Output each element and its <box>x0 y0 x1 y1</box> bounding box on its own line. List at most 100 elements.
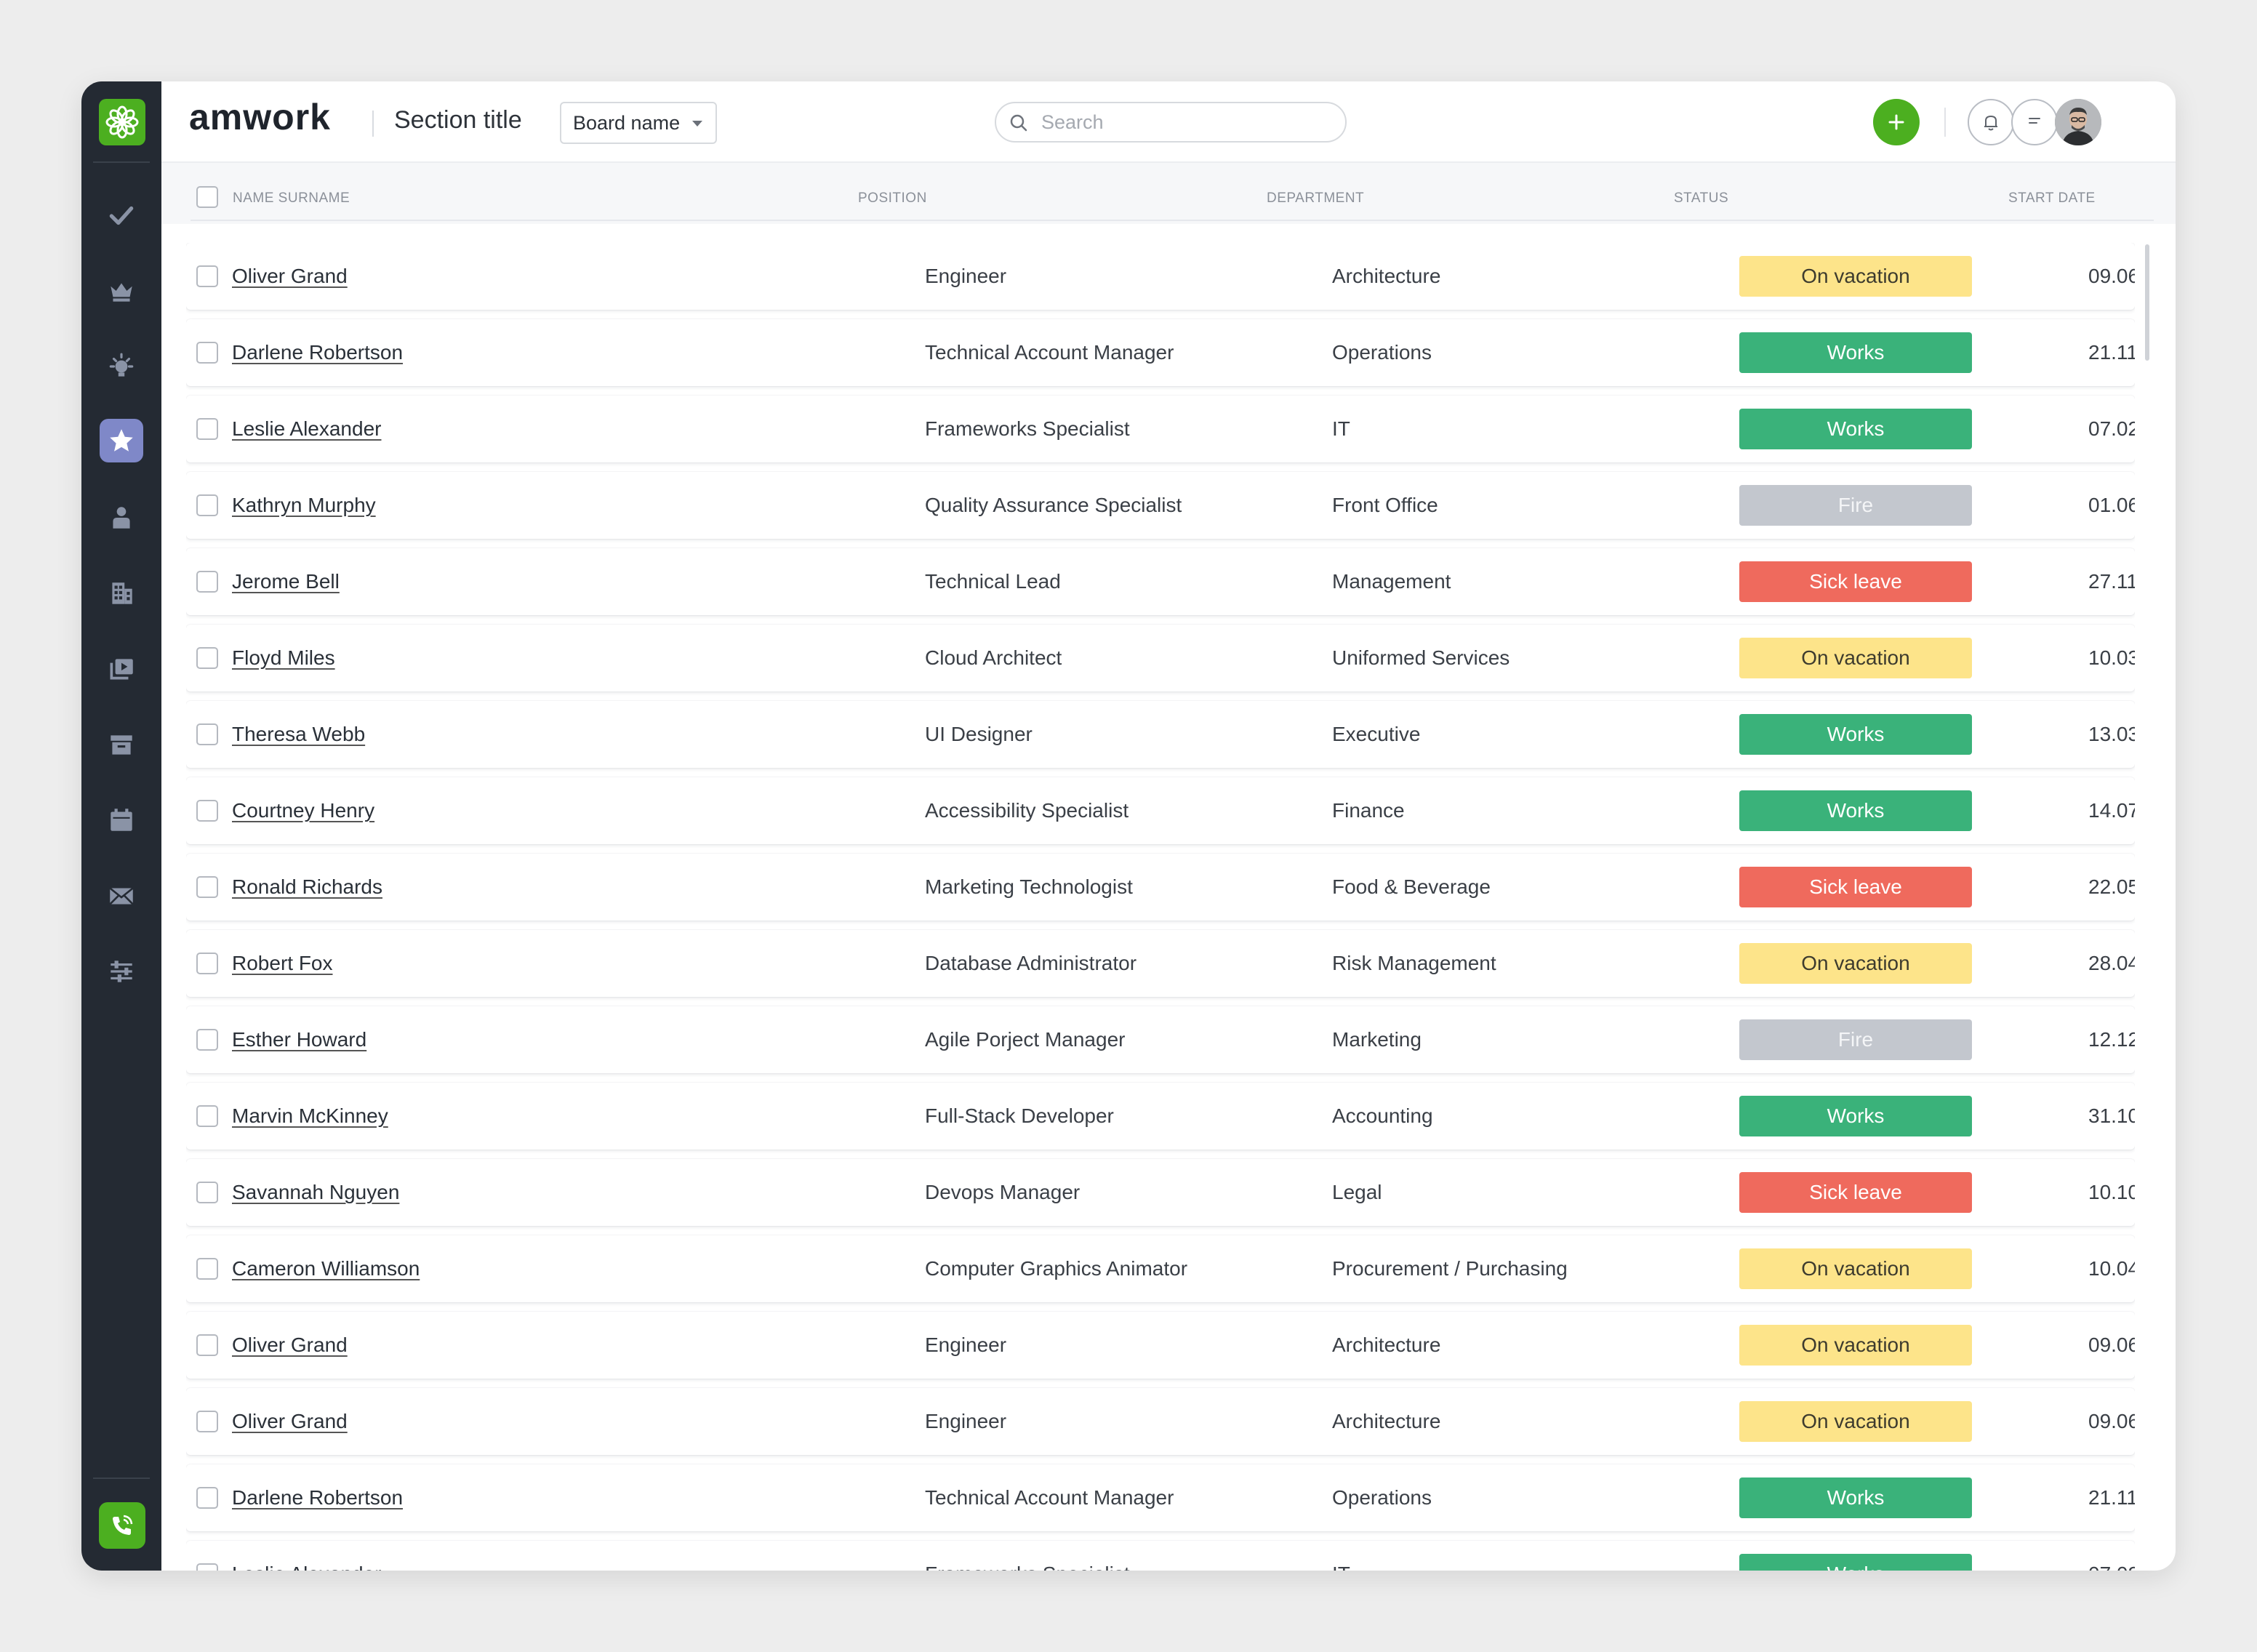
table-row[interactable]: Darlene Robertson Technical Account Manag… <box>186 319 2135 386</box>
sidebar-item-ideas[interactable] <box>100 345 143 388</box>
select-all-checkbox[interactable] <box>196 186 218 208</box>
employee-name-link[interactable]: Oliver Grand <box>232 1410 348 1432</box>
table-row[interactable]: Jerome Bell Technical Lead Management 27.11… <box>186 548 2135 615</box>
status-badge[interactable]: Fire <box>1739 485 1972 526</box>
employee-name-link[interactable]: Robert Fox <box>232 952 333 974</box>
status-badge[interactable]: On vacation <box>1739 943 1972 984</box>
row-checkbox[interactable] <box>196 342 218 364</box>
employee-name-link[interactable]: Theresa Webb <box>232 723 366 745</box>
status-badge[interactable]: On vacation <box>1739 1401 1972 1442</box>
row-checkbox[interactable] <box>196 800 218 822</box>
search-bar[interactable] <box>995 102 1347 143</box>
table-row[interactable]: Oliver Grand Engineer Architecture 09.06.20… <box>186 1388 2135 1455</box>
status-badge[interactable]: On vacation <box>1739 1325 1972 1366</box>
employee-name-link[interactable]: Darlene Robertson <box>232 341 404 364</box>
row-checkbox[interactable] <box>196 265 218 287</box>
status-badge[interactable]: Works <box>1739 1096 1972 1136</box>
row-checkbox[interactable] <box>196 1105 218 1127</box>
row-checkbox[interactable] <box>196 1411 218 1432</box>
status-badge[interactable]: Sick leave <box>1739 561 1972 602</box>
sidebar-item-calendar[interactable] <box>100 798 143 842</box>
row-checkbox[interactable] <box>196 1258 218 1280</box>
employee-name-link[interactable]: Oliver Grand <box>232 1334 348 1356</box>
row-checkbox[interactable] <box>196 876 218 898</box>
row-checkbox[interactable] <box>196 953 218 974</box>
row-checkbox[interactable] <box>196 1334 218 1356</box>
employee-name-link[interactable]: Savannah Nguyen <box>232 1181 400 1203</box>
status-badge[interactable]: Works <box>1739 714 1972 755</box>
sidebar-item-media[interactable] <box>100 647 143 691</box>
employee-name-link[interactable]: Marvin McKinney <box>232 1104 388 1127</box>
row-checkbox[interactable] <box>196 494 218 516</box>
sidebar-item-people[interactable] <box>100 496 143 540</box>
employee-name-link[interactable]: Floyd Miles <box>232 646 335 669</box>
sidebar-item-companies[interactable] <box>100 572 143 615</box>
status-badge[interactable]: Works <box>1739 332 1972 373</box>
column-header-department[interactable]: DEPARTMENT <box>1267 191 1365 206</box>
sidebar-item-tasks[interactable] <box>100 193 143 237</box>
status-badge[interactable]: On vacation <box>1739 1248 1972 1289</box>
sidebar-item-mail[interactable] <box>100 874 143 918</box>
table-row[interactable]: Oliver Grand Engineer Architecture 09.06.20… <box>186 1312 2135 1379</box>
status-badge[interactable]: On vacation <box>1739 256 1972 297</box>
row-checkbox[interactable] <box>196 1487 218 1509</box>
table-row[interactable]: Courtney Henry Accessibility Specialist Fi… <box>186 777 2135 844</box>
employee-name-link[interactable]: Leslie Alexander <box>232 1563 381 1571</box>
table-row[interactable]: Cameron Williamson Computer Graphics Anim… <box>186 1235 2135 1302</box>
scrollbar-thumb[interactable] <box>2145 244 2149 361</box>
employee-name-link[interactable]: Jerome Bell <box>232 570 340 593</box>
column-header-status[interactable]: STATUS <box>1674 191 1729 206</box>
sidebar-item-archive[interactable] <box>100 723 143 766</box>
table-row[interactable]: Floyd Miles Cloud Architect Uniformed Serv… <box>186 625 2135 691</box>
row-checkbox[interactable] <box>196 1563 218 1571</box>
employee-name-link[interactable]: Darlene Robertson <box>232 1486 404 1509</box>
employee-name-link[interactable]: Esther Howard <box>232 1028 367 1051</box>
column-header-start-date[interactable]: START DATE <box>2008 191 2096 206</box>
add-button[interactable] <box>1873 99 1920 145</box>
sidebar-item-leads[interactable] <box>100 269 143 313</box>
table-row[interactable]: Esther Howard Agile Porject Manager Market… <box>186 1006 2135 1073</box>
row-checkbox[interactable] <box>196 571 218 593</box>
table-row[interactable]: Darlene Robertson Technical Account Manag… <box>186 1464 2135 1531</box>
row-checkbox[interactable] <box>196 1029 218 1051</box>
table-row[interactable]: Theresa Webb UI Designer Executive 13.03.20… <box>186 701 2135 768</box>
status-badge[interactable]: Works <box>1739 409 1972 449</box>
table-row[interactable]: Ronald Richards Marketing Technologist Foo… <box>186 854 2135 921</box>
brand-logo[interactable]: amwork <box>189 97 331 137</box>
status-badge[interactable]: Works <box>1739 1554 1972 1571</box>
call-button[interactable] <box>99 1502 145 1549</box>
column-header-position[interactable]: POSITION <box>858 191 927 206</box>
table-row[interactable]: Leslie Alexander Frameworks Specialist IT 0… <box>186 396 2135 462</box>
status-badge[interactable]: Sick leave <box>1739 867 1972 907</box>
sidebar-item-settings[interactable] <box>100 950 143 993</box>
employee-name-link[interactable]: Cameron Williamson <box>232 1257 420 1280</box>
notifications-button[interactable] <box>1968 99 2014 145</box>
employee-name-link[interactable]: Leslie Alexander <box>232 417 382 440</box>
table-row[interactable]: Oliver Grand Engineer Architecture 09.06.20… <box>186 243 2135 310</box>
messages-button[interactable] <box>2011 99 2058 145</box>
app-logo[interactable] <box>99 99 145 145</box>
employee-name-link[interactable]: Oliver Grand <box>232 265 348 287</box>
row-checkbox[interactable] <box>196 647 218 669</box>
table-row[interactable]: Robert Fox Database Administrator Risk Man… <box>186 930 2135 997</box>
status-badge[interactable]: Works <box>1739 790 1972 831</box>
status-badge[interactable]: Fire <box>1739 1019 1972 1060</box>
employee-name-link[interactable]: Ronald Richards <box>232 875 382 898</box>
user-avatar[interactable] <box>2055 99 2101 145</box>
employee-name-link[interactable]: Kathryn Murphy <box>232 494 376 516</box>
employee-name-link[interactable]: Courtney Henry <box>232 799 375 822</box>
row-checkbox[interactable] <box>196 1182 218 1203</box>
sidebar-item-favorites[interactable] <box>100 419 143 462</box>
table-row[interactable]: Kathryn Murphy Quality Assurance Speciali… <box>186 472 2135 539</box>
table-row[interactable]: Marvin McKinney Full-Stack Developer Accou… <box>186 1083 2135 1150</box>
status-badge[interactable]: On vacation <box>1739 638 1972 678</box>
status-badge[interactable]: Sick leave <box>1739 1172 1972 1213</box>
search-input[interactable] <box>1041 111 1318 134</box>
board-select[interactable]: Board name <box>560 102 717 144</box>
table-row[interactable]: Leslie Alexander Frameworks Specialist IT 0… <box>186 1541 2135 1571</box>
status-badge[interactable]: Works <box>1739 1477 1972 1518</box>
column-header-name[interactable]: NAME SURNAME <box>233 191 350 206</box>
row-checkbox[interactable] <box>196 723 218 745</box>
row-checkbox[interactable] <box>196 418 218 440</box>
table-row[interactable]: Savannah Nguyen Devops Manager Legal 10.10.… <box>186 1159 2135 1226</box>
